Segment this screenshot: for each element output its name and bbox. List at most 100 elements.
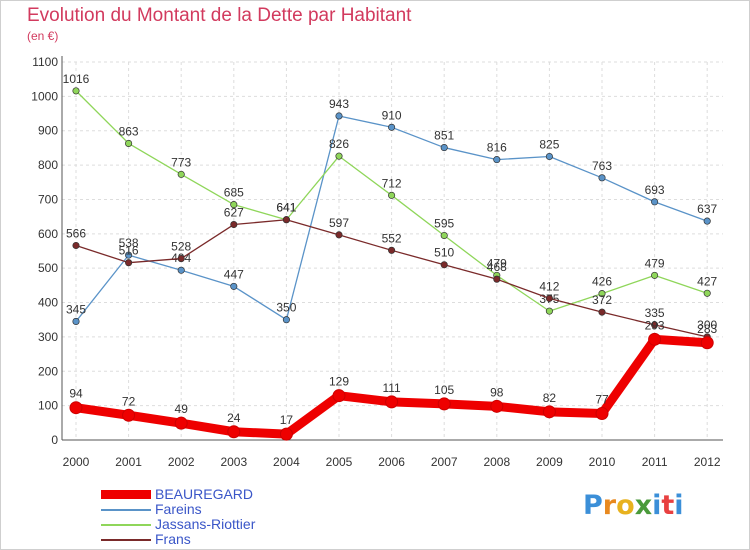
data-point (125, 251, 133, 259)
data-label: 597 (329, 216, 349, 230)
data-point (174, 416, 188, 430)
data-label: 943 (329, 97, 349, 111)
data-label: 910 (382, 108, 402, 122)
data-label: 479 (645, 256, 665, 270)
data-point (282, 316, 290, 324)
logo-letter: i (652, 490, 662, 521)
data-label: 516 (119, 244, 139, 258)
data-point (700, 336, 714, 350)
y-tick-label: 1100 (32, 55, 58, 69)
x-tick-label: 2002 (168, 455, 195, 469)
data-point (440, 231, 448, 240)
y-tick-label: 300 (38, 330, 58, 344)
x-tick-label: 2004 (273, 455, 300, 469)
data-point (595, 407, 609, 421)
data-label: 293 (645, 318, 665, 332)
data-label: 77 (595, 393, 609, 407)
data-label: 641 (276, 201, 296, 215)
data-point (388, 123, 396, 131)
data-label: 447 (224, 267, 244, 281)
data-point (651, 198, 659, 206)
data-label: 111 (382, 381, 401, 395)
data-point (545, 294, 553, 302)
legend-label: Jassans-Riottier (155, 516, 256, 532)
data-point (648, 332, 662, 346)
data-label: 826 (329, 137, 349, 151)
x-tick-label: 2001 (115, 455, 142, 469)
data-point (125, 259, 133, 267)
x-tick-label: 2006 (378, 455, 405, 469)
y-tick-label: 800 (38, 158, 58, 172)
data-point (385, 395, 399, 409)
data-label: 1016 (63, 72, 90, 86)
data-point (69, 401, 83, 415)
data-point (72, 317, 80, 325)
y-tick-label: 700 (38, 192, 58, 206)
data-label: 345 (66, 302, 86, 316)
data-point (177, 170, 185, 178)
data-point (335, 231, 343, 239)
data-point (490, 399, 504, 413)
legend-swatch (101, 524, 151, 526)
data-point (388, 191, 396, 199)
data-label: 350 (276, 301, 296, 315)
data-label: 528 (171, 240, 191, 254)
data-label: 763 (592, 159, 612, 173)
x-tick-label: 2003 (220, 455, 247, 469)
y-tick-label: 900 (38, 124, 58, 138)
data-point (335, 152, 343, 160)
data-label: 72 (122, 394, 136, 408)
data-label: 24 (227, 411, 241, 425)
x-tick-label: 2009 (536, 455, 563, 469)
data-point (542, 405, 556, 419)
data-label: 816 (487, 141, 507, 155)
data-point (598, 174, 606, 182)
logo-letter: P (583, 490, 603, 521)
data-point (703, 289, 711, 297)
data-label: 427 (697, 274, 717, 288)
chart-unit-label: (en €) (27, 29, 59, 43)
data-label: 372 (592, 293, 612, 307)
data-label: 105 (434, 383, 454, 397)
data-label: 82 (543, 391, 557, 405)
data-label: 17 (280, 413, 294, 427)
data-point (125, 139, 133, 147)
legend-label: Fareins (155, 501, 202, 517)
data-label: 627 (224, 206, 244, 220)
data-label: 283 (697, 322, 717, 336)
data-point (545, 152, 553, 161)
data-label: 552 (382, 231, 402, 245)
data-point (230, 201, 238, 209)
logo-letter: x (634, 490, 653, 521)
chart-title: Evolution du Montant de la Dette par Hab… (27, 5, 412, 26)
data-point (703, 217, 711, 225)
x-tick-label: 2008 (483, 455, 510, 469)
data-label: 538 (119, 236, 139, 250)
data-point (279, 427, 293, 441)
data-label: 300 (697, 318, 717, 332)
data-label: 426 (592, 275, 612, 289)
y-tick-label: 400 (38, 296, 58, 310)
data-point (227, 425, 241, 439)
x-tick-label: 2005 (326, 455, 353, 469)
y-tick-label: 1000 (31, 89, 58, 103)
data-label: 49 (175, 402, 189, 416)
logo-letter: o (616, 490, 635, 521)
y-tick-label: 500 (38, 261, 58, 275)
data-point (437, 397, 451, 411)
data-label: 566 (66, 227, 86, 241)
data-point (598, 290, 606, 298)
data-point (388, 246, 396, 254)
y-tick-label: 0 (51, 433, 58, 447)
y-tick-label: 100 (38, 399, 58, 413)
logo-letter: t (661, 490, 675, 521)
data-point (72, 241, 80, 250)
data-label: 412 (539, 279, 559, 293)
data-label: 510 (434, 246, 454, 260)
data-label: 468 (487, 260, 507, 274)
data-label: 641 (276, 201, 296, 215)
data-point (598, 308, 606, 316)
legend-label: BEAUREGARD (155, 486, 254, 502)
legend-label: Frans (155, 531, 191, 547)
